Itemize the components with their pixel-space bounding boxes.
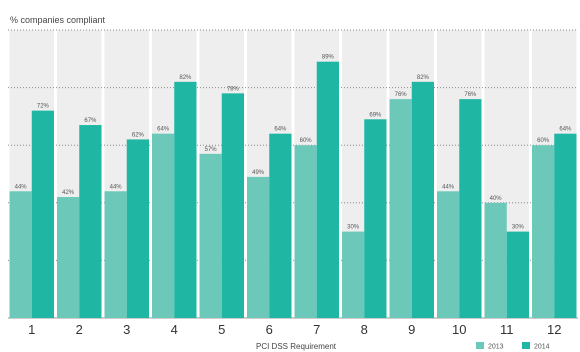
x-tick-label-3: 3 xyxy=(123,322,130,337)
bar-2014-req-1 xyxy=(31,110,54,318)
gridlines xyxy=(8,29,578,319)
x-tick-labels: 1 2 3 4 5 6 7 8 9 10 11 12 xyxy=(28,322,561,337)
data-label-2013-req-1: 44% xyxy=(15,184,28,190)
data-label-2013-req-2: 42% xyxy=(62,190,75,196)
bar-2014-req-7 xyxy=(316,61,339,319)
legend-swatch-2013 xyxy=(476,342,484,349)
bar-2013-req-12 xyxy=(532,145,555,318)
data-label-2013-req-9: 76% xyxy=(395,92,408,98)
legend: 2013 2014 xyxy=(476,342,550,351)
data-label-2013-req-11: 40% xyxy=(490,196,503,202)
x-tick-label-8: 8 xyxy=(361,322,368,337)
bar-2013-req-2 xyxy=(57,197,80,318)
bar-2013-req-11 xyxy=(484,202,507,318)
data-label-2013-req-6: 49% xyxy=(252,170,265,176)
bar-2013-req-6 xyxy=(247,176,270,318)
data-label-2014-req-3: 62% xyxy=(132,132,145,138)
x-tick-label-5: 5 xyxy=(218,322,225,337)
data-label-2014-req-2: 67% xyxy=(84,118,97,124)
data-label-2013-req-10: 44% xyxy=(442,184,455,190)
bar-2013-req-9 xyxy=(389,99,412,319)
data-label-2014-req-12: 64% xyxy=(559,127,572,133)
data-label-2014-req-7: 89% xyxy=(322,55,335,61)
x-tick-label-6: 6 xyxy=(266,322,273,337)
data-label-2013-req-7: 60% xyxy=(300,138,313,144)
y-axis-label: % companies compliant xyxy=(10,15,106,25)
data-label-2014-req-8: 69% xyxy=(369,112,382,118)
data-label-2014-req-6: 64% xyxy=(274,127,287,133)
data-labels: 44% 72% 42% 67% 44% 62% 64% 82% 57% 78% 49% 64% 60% 8… xyxy=(15,55,572,231)
bar-2013-req-1 xyxy=(9,191,32,318)
x-tick-label-1: 1 xyxy=(28,322,35,337)
data-label-2014-req-9: 82% xyxy=(417,75,430,81)
data-label-2013-req-12: 60% xyxy=(537,138,550,144)
bar-2014-req-4 xyxy=(174,81,197,318)
bar-2014-req-8 xyxy=(364,119,387,318)
bar-2013-req-7 xyxy=(294,145,317,318)
bar-2014-req-11 xyxy=(506,231,529,318)
data-label-2013-req-5: 57% xyxy=(205,147,218,153)
x-tick-label-4: 4 xyxy=(171,322,178,337)
data-label-2014-req-11: 30% xyxy=(512,225,525,231)
x-tick-label-7: 7 xyxy=(313,322,320,337)
x-tick-label-2: 2 xyxy=(76,322,83,337)
data-label-2014-req-10: 76% xyxy=(464,92,477,98)
data-label-2014-req-4: 82% xyxy=(179,75,192,81)
legend-label-2013: 2013 xyxy=(488,344,504,351)
bar-2014-req-5 xyxy=(221,93,244,318)
legend-swatch-2014 xyxy=(522,342,530,349)
data-label-2013-req-8: 30% xyxy=(347,225,360,231)
x-axis-label: PCI DSS Requirement xyxy=(256,342,337,351)
bar-2013-req-5 xyxy=(199,153,222,318)
x-tick-label-9: 9 xyxy=(408,322,415,337)
bar-2014-req-10 xyxy=(459,99,482,319)
bar-2013-req-3 xyxy=(104,191,127,318)
bar-2013-req-8 xyxy=(342,231,365,318)
bar-2014-req-6 xyxy=(269,133,292,318)
bar-2014-req-2 xyxy=(79,125,102,318)
x-tick-label-10: 10 xyxy=(452,322,466,337)
legend-label-2014: 2014 xyxy=(534,344,550,351)
x-tick-label-12: 12 xyxy=(547,322,561,337)
bar-2013-req-10 xyxy=(437,191,460,318)
data-label-2013-req-3: 44% xyxy=(110,184,123,190)
bar-2014-req-3 xyxy=(126,139,149,318)
data-label-2013-req-4: 64% xyxy=(157,127,170,133)
bar-2014-req-9 xyxy=(411,81,434,318)
data-label-2014-req-5: 78% xyxy=(227,86,240,92)
data-label-2014-req-1: 72% xyxy=(37,104,50,110)
bar-2014-req-12 xyxy=(554,133,577,318)
x-tick-label-11: 11 xyxy=(500,322,514,337)
bar-2013-req-4 xyxy=(152,133,175,318)
bars xyxy=(9,61,577,319)
